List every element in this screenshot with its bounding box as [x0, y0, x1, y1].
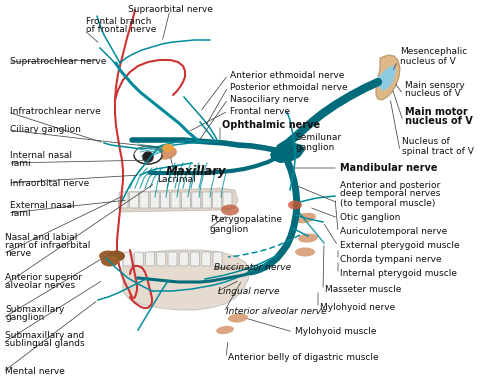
Text: Nasal and labial: Nasal and labial [5, 234, 77, 242]
FancyBboxPatch shape [161, 192, 170, 208]
Text: Main motor: Main motor [405, 107, 468, 117]
FancyBboxPatch shape [168, 252, 177, 266]
Polygon shape [123, 250, 250, 310]
Text: Submaxillary: Submaxillary [5, 305, 65, 315]
Text: Lingual nerve: Lingual nerve [218, 288, 280, 296]
FancyBboxPatch shape [223, 192, 232, 208]
Text: Semilunar: Semilunar [295, 134, 341, 142]
Text: Main sensory: Main sensory [405, 81, 465, 90]
Ellipse shape [228, 313, 248, 323]
Text: Internal pterygoid muscle: Internal pterygoid muscle [340, 269, 457, 279]
Text: ganglion: ganglion [210, 225, 249, 234]
Ellipse shape [99, 251, 117, 261]
FancyBboxPatch shape [190, 252, 200, 266]
Polygon shape [270, 143, 305, 163]
FancyBboxPatch shape [140, 192, 149, 208]
Text: Ciliary ganglion: Ciliary ganglion [10, 125, 81, 134]
Ellipse shape [295, 247, 315, 257]
Polygon shape [378, 65, 396, 91]
FancyBboxPatch shape [171, 192, 180, 208]
Text: Buccinator nerve: Buccinator nerve [214, 264, 291, 273]
Text: nerve: nerve [5, 249, 31, 259]
Ellipse shape [294, 213, 316, 223]
Text: Frontal nerve: Frontal nerve [230, 107, 290, 115]
Ellipse shape [155, 146, 177, 160]
Text: nucleus of V: nucleus of V [405, 90, 461, 98]
Ellipse shape [103, 252, 121, 264]
FancyBboxPatch shape [145, 252, 154, 266]
Text: Infratrochlear nerve: Infratrochlear nerve [10, 107, 101, 117]
FancyBboxPatch shape [181, 192, 190, 208]
FancyBboxPatch shape [129, 192, 139, 208]
FancyBboxPatch shape [179, 252, 188, 266]
Text: Supraorbital nerve: Supraorbital nerve [128, 5, 212, 15]
Text: ganglion: ganglion [295, 142, 334, 151]
Text: Anterior superior: Anterior superior [5, 274, 82, 283]
FancyBboxPatch shape [150, 192, 159, 208]
Text: spinal tract of V: spinal tract of V [402, 147, 474, 156]
Text: (to temporal muscle): (to temporal muscle) [340, 198, 435, 208]
Text: ganglion: ganglion [5, 313, 44, 322]
Circle shape [143, 152, 153, 162]
Text: Ophthalmic nerve: Ophthalmic nerve [222, 120, 320, 130]
Text: rami of infraorbital: rami of infraorbital [5, 242, 90, 251]
Text: Infraorbital nerve: Infraorbital nerve [10, 178, 89, 188]
Ellipse shape [162, 144, 174, 152]
Text: nucleus of V: nucleus of V [400, 56, 456, 66]
Text: rami: rami [10, 208, 31, 217]
Text: Anterior and posterior: Anterior and posterior [340, 181, 440, 190]
Text: Supratrochlear nerve: Supratrochlear nerve [10, 58, 106, 66]
Text: Chorda tympani nerve: Chorda tympani nerve [340, 256, 442, 264]
FancyBboxPatch shape [134, 252, 143, 266]
Text: Submaxillary and: Submaxillary and [5, 330, 84, 340]
Polygon shape [376, 55, 400, 100]
Text: Anterior belly of digastric muscle: Anterior belly of digastric muscle [228, 354, 379, 362]
FancyBboxPatch shape [202, 192, 211, 208]
Ellipse shape [216, 326, 234, 334]
Text: External nasal: External nasal [10, 200, 74, 210]
FancyBboxPatch shape [202, 252, 211, 266]
Text: Auriculotemporal nerve: Auriculotemporal nerve [340, 227, 447, 237]
Text: Otic ganglion: Otic ganglion [340, 213, 400, 222]
Text: Mental nerve: Mental nerve [5, 367, 65, 376]
Text: Lacrimal: Lacrimal [157, 176, 195, 185]
Text: of frontal nerve: of frontal nerve [86, 25, 156, 34]
Ellipse shape [134, 146, 162, 164]
Ellipse shape [288, 200, 302, 210]
Text: External pterygoid muscle: External pterygoid muscle [340, 242, 459, 251]
Text: sublingual glands: sublingual glands [5, 339, 85, 347]
Text: Nasociliary nerve: Nasociliary nerve [230, 95, 309, 103]
Text: Anterior ethmoidal nerve: Anterior ethmoidal nerve [230, 71, 345, 80]
Text: nucleus of V: nucleus of V [405, 116, 473, 126]
Text: Interior alveolar nerve: Interior alveolar nerve [226, 308, 327, 317]
FancyBboxPatch shape [212, 192, 221, 208]
Text: Mesencephalic: Mesencephalic [400, 47, 467, 56]
Text: Mylohyoid nerve: Mylohyoid nerve [320, 303, 395, 313]
Text: alveolar nerves: alveolar nerves [5, 281, 75, 291]
FancyBboxPatch shape [157, 252, 166, 266]
Ellipse shape [101, 256, 119, 266]
Polygon shape [118, 188, 238, 212]
Text: Frontal branch: Frontal branch [86, 17, 151, 27]
Text: Nucleus of: Nucleus of [402, 137, 450, 147]
FancyBboxPatch shape [192, 192, 201, 208]
Text: Mylohyoid muscle: Mylohyoid muscle [295, 327, 377, 337]
FancyBboxPatch shape [119, 192, 128, 208]
Text: Pterygopalatine: Pterygopalatine [210, 215, 282, 225]
Text: Posterior ethmoidal nerve: Posterior ethmoidal nerve [230, 83, 348, 91]
Text: deep temporal nerves: deep temporal nerves [340, 190, 440, 198]
FancyBboxPatch shape [213, 252, 222, 266]
Text: Internal nasal: Internal nasal [10, 151, 72, 159]
Ellipse shape [107, 251, 125, 261]
Text: Maxillary: Maxillary [166, 166, 226, 178]
Text: rami: rami [10, 159, 31, 168]
Ellipse shape [221, 205, 239, 215]
Ellipse shape [298, 234, 318, 242]
Text: Masseter muscle: Masseter muscle [325, 286, 401, 295]
Text: Mandibular nerve: Mandibular nerve [340, 163, 437, 173]
FancyBboxPatch shape [123, 252, 132, 266]
